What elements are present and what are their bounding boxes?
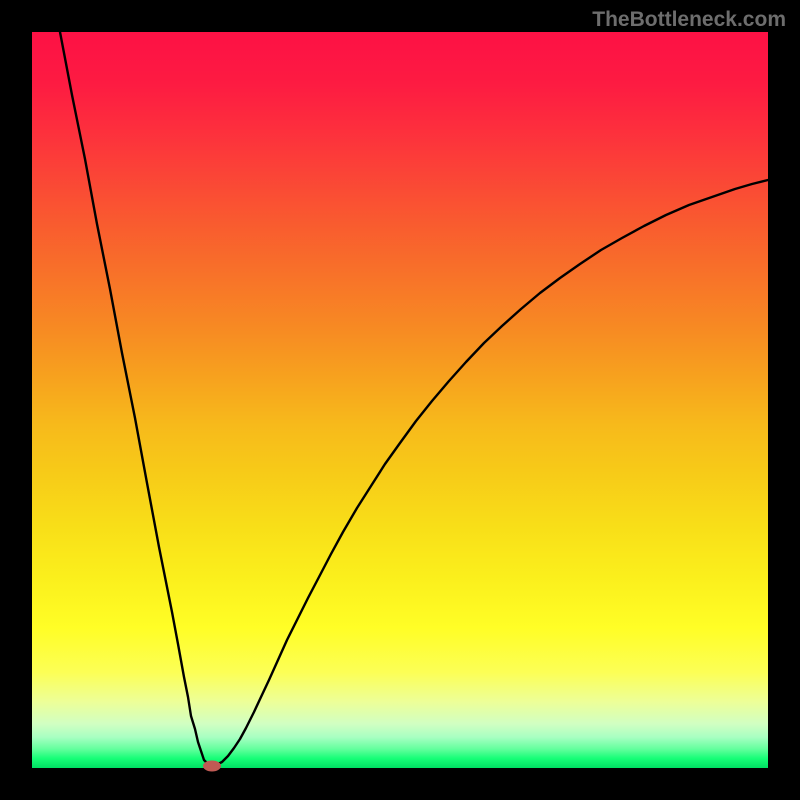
watermark-text: TheBottleneck.com	[592, 8, 786, 32]
bottleneck-chart: TheBottleneck.com	[0, 0, 800, 800]
plot-area	[32, 32, 768, 768]
chart-svg	[0, 0, 800, 800]
target-marker	[203, 761, 221, 772]
